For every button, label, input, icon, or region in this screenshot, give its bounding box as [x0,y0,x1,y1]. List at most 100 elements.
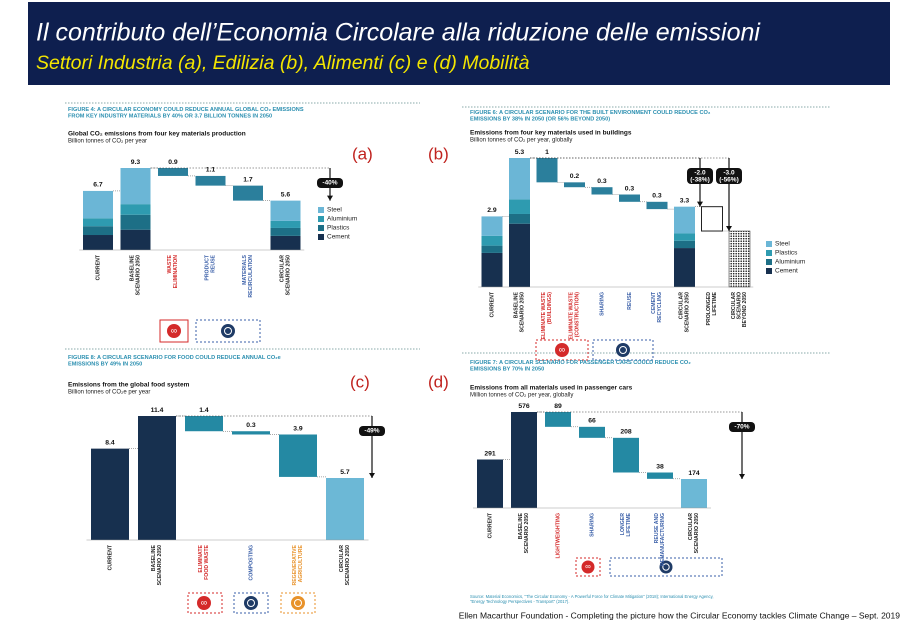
category-label: CURRENT [95,254,101,280]
annotation-arrowhead [327,195,333,201]
category-label: COMPOSTING [248,545,254,580]
category-label: SHARING [589,513,595,537]
bar-segment [509,223,530,287]
bar-segment [120,168,151,205]
category-label: CIRCULARSCENARIO 2050 [340,545,352,586]
chart-subtitle: Billion tonnes of CO₂ per year [68,139,147,145]
bar-segment [481,216,503,236]
bar-segment [83,226,113,236]
slide-subtitle: Settori Industria (a), Edilizia (b), Ali… [36,52,530,74]
legend-label: Plastics [327,225,350,232]
bar [158,168,188,176]
legend-swatch [766,241,772,247]
legend-swatch [318,207,324,213]
category-label: PRODUCTREUSE [205,254,217,280]
bar-segment [270,200,301,221]
category-label: ELIMINATE WASTE(CONSTRUCTION) [569,291,581,339]
legend-label: Aluminium [775,259,805,266]
category-label: CIRCULARSCENARIO 2050 [280,255,292,296]
category-label: REUSE ANDREMANUFACTURING [655,513,667,566]
annotation-arrowhead [726,226,732,232]
category-label: MATERIALSRECIRCULATION [243,254,255,297]
bar [591,187,613,195]
value-label: 8.4 [105,439,115,446]
annotation-box [359,426,385,436]
bar [91,448,129,540]
value-label: 6.7 [93,182,103,189]
annotation-label: -70% [734,424,749,431]
icons: ∞ ∞ ∞ ∞ [159,319,723,614]
bar [619,194,640,202]
bar-segment [509,199,530,214]
category-label: LIGHTWEIGHTING [555,513,561,559]
bar-segment [674,206,695,234]
value-label: 0.2 [570,173,580,180]
annotation-label: -40% [322,180,337,187]
bar [477,459,503,508]
header-band [28,2,890,85]
annotation-box [716,168,742,184]
category-label: BASELINESCENARIO 2050 [152,544,164,585]
annotation-box [687,168,713,184]
category-label: SHARING [599,292,605,316]
category-label: WASTEELIMINATION [168,254,180,288]
value-label: 174 [688,470,700,477]
bar-segment [83,190,113,219]
value-label: 0.3 [652,193,662,200]
chart-subtitle: Million tonnes of CO₂ per year, globally [470,393,573,399]
bar-segment [509,213,530,224]
category-label: LONGERLIFETIME [621,512,633,536]
category-label: ELIMINATE WASTE(BUILDINGS) [542,291,554,339]
value-label: 0.3 [597,178,607,185]
category-label: CIRCULARSCENARIOBEYOND 2050 [731,292,748,327]
value-label: 1.1 [206,167,216,174]
bar-segment [270,220,301,228]
category-label: BASELINESCENARIO 2050 [130,254,142,295]
value-label: 3.3 [680,197,690,204]
value-label: 1.7 [243,176,253,183]
figure-title: FIGURE 7: A CIRCULAR SCENARIO FOR PASSEN… [470,360,691,373]
bar [646,201,668,210]
bar-segment [481,235,503,246]
panel-label: (b) [428,144,449,163]
bar [613,437,639,473]
bar [138,416,176,540]
category-label: ELIMINATEFOOD WASTE [199,544,211,579]
chart-subtitle: Billion tonnes of CO₂e per year [68,390,150,396]
value-label: 208 [620,429,632,436]
source: Source: Material Economics, "The Circula… [470,594,714,604]
svg-text:∞: ∞ [171,325,177,335]
bar-segment [83,235,113,250]
bar-segment [674,233,695,241]
figure-title: FIGURE 4: A CIRCULAR ECONOMY COULD REDUC… [68,107,304,120]
bar-segment [120,214,151,230]
annotation-arrowhead [697,201,703,207]
panel-label: (c) [350,372,370,391]
bar [564,182,585,188]
panel-label: (a) [352,144,373,163]
bar [701,206,723,232]
value-label: 38 [656,463,664,470]
value-label: 0.9 [168,159,178,166]
annotation-label: -2.0 (-38%) [690,169,710,183]
panel-label: (d) [428,372,449,391]
value-label: 5.7 [340,469,350,476]
legend-swatch [318,225,324,231]
slide-title: Il contributo dell’Economia Circolare al… [36,19,761,47]
category-label: CIRCULARSCENARIO 2050 [679,292,691,333]
bar [579,426,605,438]
svg-text:∞: ∞ [201,597,207,607]
value-label: 66 [588,418,596,425]
annotation-arrowhead [739,474,745,479]
bar-segment [481,252,503,287]
bar [545,412,571,427]
legend-label: Aluminium [327,216,357,223]
value-label: 576 [518,403,530,410]
bar-segment [481,245,503,253]
value-label: 0.3 [625,185,635,192]
bar [536,158,558,183]
svg-text:∞: ∞ [559,344,565,354]
legend-swatch [766,250,772,256]
chart-title: Emissions from four key materials used i… [470,130,632,137]
